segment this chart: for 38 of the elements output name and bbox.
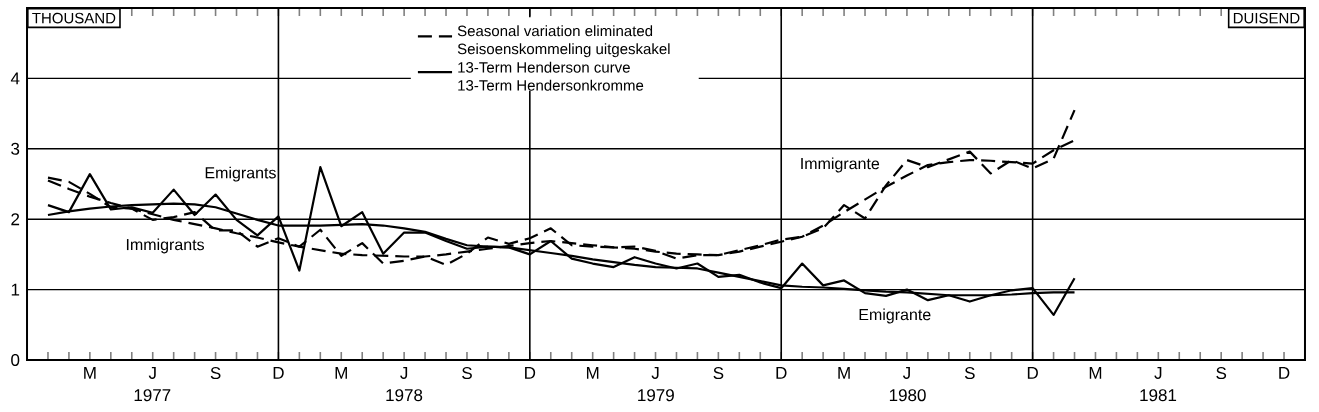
y-tick-label: 4 bbox=[10, 72, 20, 85]
annotation: Immigrante bbox=[801, 157, 880, 173]
y-tick-label: 1 bbox=[11, 283, 20, 296]
x-tick-label: M bbox=[1089, 367, 1102, 379]
x-tick-label: D bbox=[273, 367, 284, 379]
y-axis-title: THOUSAND bbox=[32, 12, 116, 24]
text: 1979 bbox=[638, 389, 674, 402]
x-tick-label: D bbox=[776, 367, 787, 379]
x-tick-label: J bbox=[1154, 367, 1162, 379]
x-tick-label: J bbox=[902, 367, 910, 379]
x-tick-label: J bbox=[651, 367, 659, 379]
x-tick-label: M bbox=[838, 367, 850, 379]
y-tick-label: 3 bbox=[11, 142, 20, 155]
text: 1978 bbox=[386, 389, 423, 402]
x-tick-label: S bbox=[462, 367, 472, 380]
x-tick-label: S bbox=[964, 367, 975, 380]
x-tick-label: S bbox=[1216, 367, 1227, 380]
annotation: Immigrants bbox=[126, 238, 205, 254]
y2-axis-title: DUISEND bbox=[1233, 12, 1300, 24]
annotation: Emigrants bbox=[205, 166, 276, 182]
x-tick-label: J bbox=[148, 367, 156, 379]
x-tick-label: D bbox=[525, 367, 536, 379]
x-tick-label: S bbox=[210, 367, 221, 380]
y-tick-label: 0 bbox=[11, 353, 20, 366]
legend-label: 13-Term Henderson curve 13-Term Hendersonkromme bbox=[458, 61, 644, 91]
text: 1977 bbox=[134, 389, 171, 402]
x-tick-label: D bbox=[1027, 367, 1038, 379]
x-tick-label: M bbox=[586, 367, 599, 379]
x-tick-label: M bbox=[84, 367, 96, 379]
x-tick-label: D bbox=[1279, 367, 1290, 379]
legend-label: Seasonal variation eliminated Seisoenskommeling uitgeskakel bbox=[457, 25, 670, 58]
y-tick-label: 2 bbox=[11, 213, 20, 226]
text: 1981 bbox=[1140, 389, 1177, 402]
annotation: Emigrante bbox=[859, 308, 931, 324]
x-tick-label: M bbox=[335, 367, 347, 379]
x-tick-label: S bbox=[713, 367, 724, 380]
x-tick-label: J bbox=[400, 367, 408, 379]
text: 1980 bbox=[889, 389, 926, 402]
